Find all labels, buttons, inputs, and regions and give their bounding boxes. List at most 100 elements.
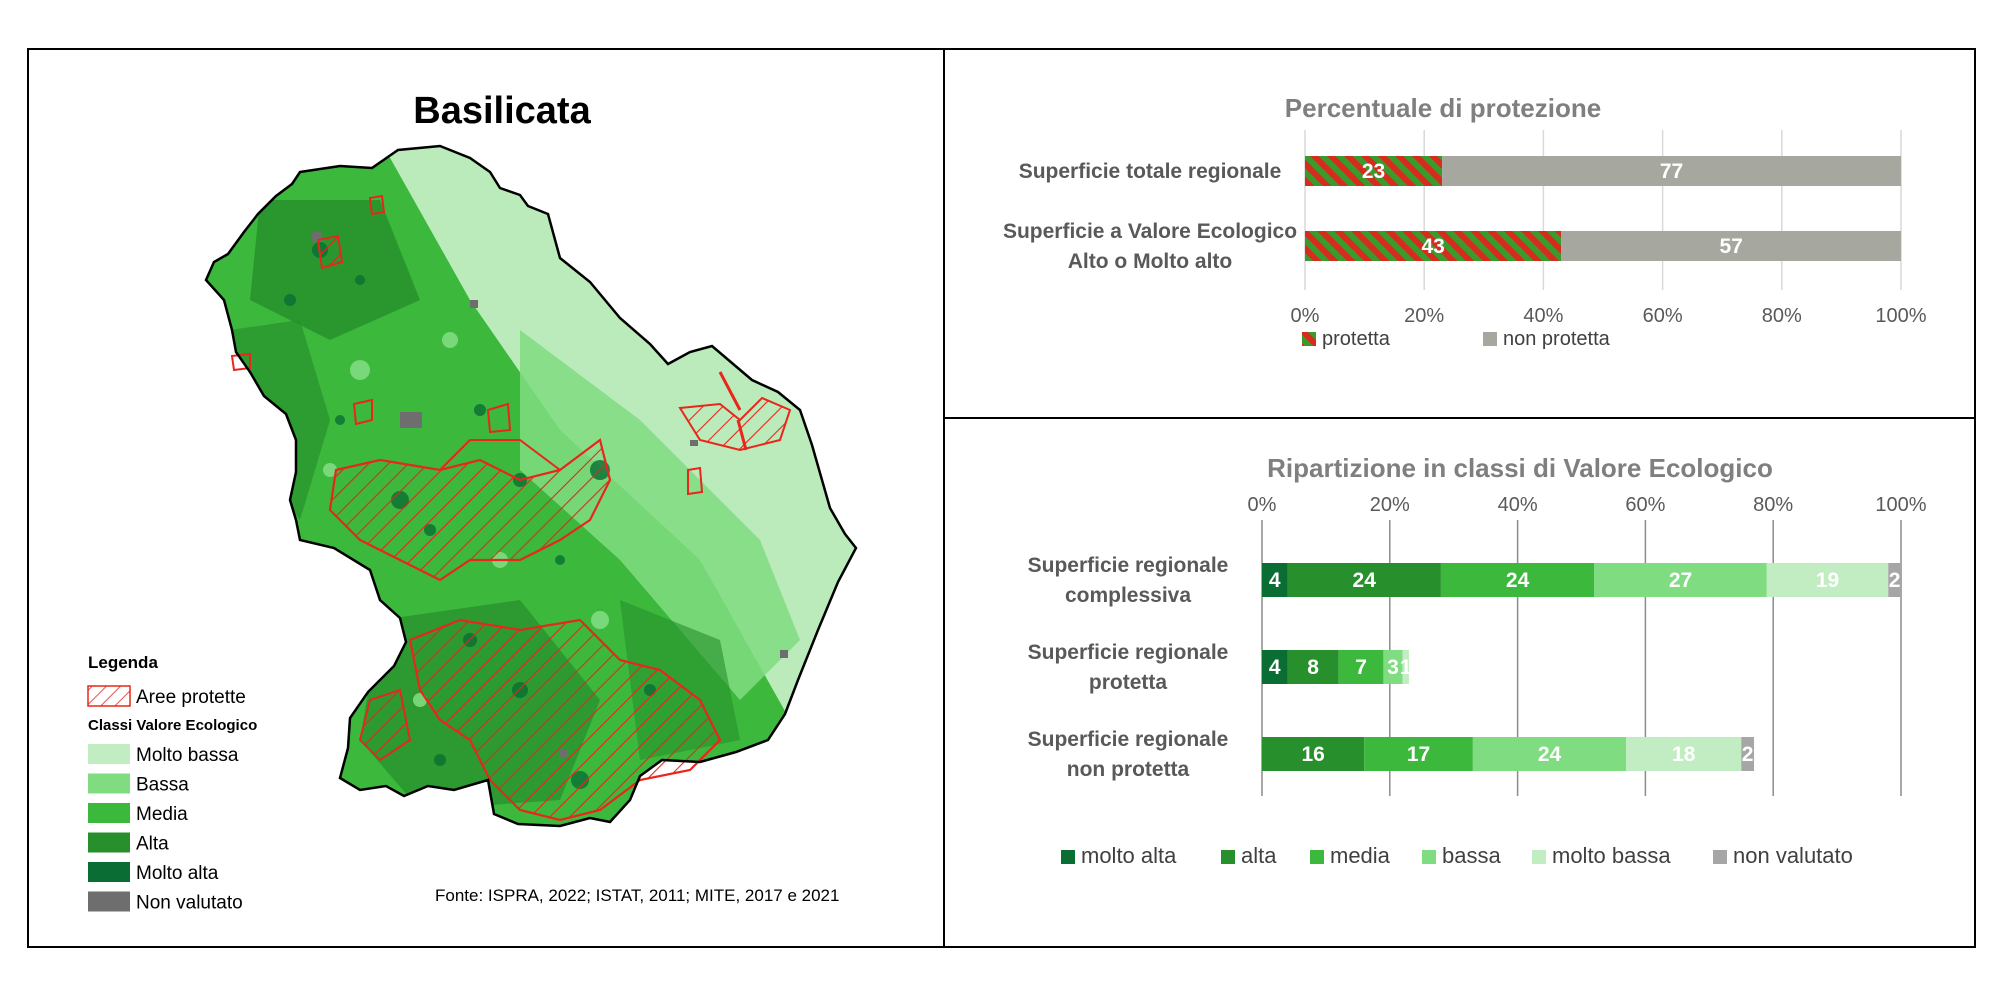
bar-non-valutato (1741, 737, 1755, 771)
legend-label-non-protetta: non protetta (1503, 328, 1611, 350)
data-label: 4 (1269, 569, 1281, 592)
legend-label-bassa: bassa (1442, 843, 1501, 868)
legend-label-alta: Alta (136, 834, 169, 855)
data-label: 17 (1407, 743, 1430, 766)
chart2-title: Ripartizione in classi di Valore Ecologi… (1267, 453, 1773, 483)
legend-swatch-protected (87, 685, 131, 707)
data-label: 18 (1672, 743, 1696, 766)
legend-label-molto-bassa: molto bassa (1552, 843, 1671, 868)
bar-molto-bassa (1766, 563, 1889, 597)
legend-swatch-alta (88, 832, 130, 853)
category-label: Superficie regionale protetta (1028, 641, 1229, 694)
panel-divider-horizontal (943, 417, 1976, 419)
legend-swatch-non-valutato (88, 891, 130, 912)
ecological-classes-chart: Ripartizione in classi di Valore Ecologi… (1028, 453, 1927, 868)
bar-molto-bassa (1626, 737, 1742, 771)
x-tick-label: 100% (1875, 494, 1926, 516)
bar-media (1440, 563, 1595, 597)
bar-bassa (1383, 650, 1403, 684)
data-label: 16 (1301, 743, 1324, 766)
category-label: Superficie totale regionale (1019, 160, 1282, 183)
region-boundary (204, 144, 858, 828)
bar-non-valutato (1888, 563, 1901, 597)
data-label: 24 (1506, 569, 1530, 592)
legend-swatch-media (1310, 850, 1324, 864)
x-tick-label: 60% (1625, 494, 1665, 516)
map-source: Fonte: ISPRA, 2022; ISTAT, 2011; MITE, 2… (435, 886, 839, 905)
data-label: 19 (1816, 569, 1839, 592)
data-label: 7 (1355, 656, 1367, 679)
chart1-title: Percentuale di protezione (1285, 93, 1601, 123)
legend-swatch-molto-alta (1061, 850, 1075, 864)
bar-alta (1287, 650, 1339, 684)
legend-label-alta: alta (1241, 843, 1277, 868)
legend-swatch-molto-bassa (88, 744, 130, 764)
bar-protetta (1305, 231, 1562, 261)
data-label: 1 (1400, 656, 1412, 679)
legend-classes-title: Classi Valore Ecologico (88, 717, 257, 734)
x-tick-label: 20% (1370, 494, 1410, 516)
legend-swatch-molto-alta (88, 862, 130, 882)
x-tick-label: 100% (1875, 305, 1926, 327)
data-label: 23 (1362, 160, 1385, 183)
legend-swatch-molto-bassa (1532, 850, 1546, 864)
data-label: 2 (1889, 569, 1901, 592)
map-panel: Basilicata (87, 90, 858, 914)
x-tick-label: 20% (1404, 305, 1444, 327)
x-tick-label: 60% (1643, 305, 1683, 327)
bar-media (1338, 650, 1384, 684)
map-legend: Legenda Aree protette Classi Valore Ecol… (87, 653, 257, 914)
legend-label-media: Media (136, 804, 188, 825)
data-label: 24 (1538, 743, 1562, 766)
legend-label-non-valutato: Non valutato (136, 893, 243, 914)
data-label: 24 (1353, 569, 1377, 592)
category-label: Superficie a Valore Ecologico Alto o Molt… (1003, 220, 1297, 273)
bar-bassa (1594, 563, 1767, 597)
legend-label-molto-bassa: Molto bassa (136, 745, 239, 766)
x-tick-label: 80% (1753, 494, 1793, 516)
data-label: 77 (1660, 160, 1683, 183)
category-label: Superficie regionale complessiva (1028, 554, 1229, 607)
figure-frame (27, 48, 1976, 948)
legend-swatch-non-protetta (1483, 332, 1497, 346)
data-label: 57 (1719, 235, 1742, 258)
legend-title: Legenda (88, 653, 158, 672)
bar-bassa (1472, 737, 1627, 771)
category-label: Superficie regionale non protetta (1028, 728, 1229, 781)
legend-swatch-bassa (88, 773, 130, 794)
legend-label-molto-alta: molto alta (1081, 843, 1177, 868)
legend-label-media: media (1330, 843, 1391, 868)
legend-swatch-protetta (1302, 332, 1316, 346)
legend-label-non-valutato: non valutato (1733, 843, 1853, 868)
legend-swatch-media (88, 803, 130, 823)
legend-swatch-non-valutato (1713, 850, 1727, 864)
x-tick-label: 0% (1248, 494, 1277, 516)
legend-label-bassa: Bassa (136, 775, 189, 796)
bar-molto-bassa (1402, 650, 1409, 684)
x-tick-label: 80% (1762, 305, 1802, 327)
x-tick-label: 0% (1291, 305, 1320, 327)
bar-protetta (1305, 156, 1443, 186)
bar-non-protetta (1561, 231, 1901, 261)
legend-label-protected: Aree protette (136, 687, 246, 708)
bar-alta (1262, 737, 1365, 771)
basilicata-map (204, 144, 858, 828)
bar-molto-alta (1262, 563, 1288, 597)
data-label: 3 (1387, 656, 1399, 679)
x-tick-label: 40% (1498, 494, 1538, 516)
data-label: 27 (1669, 569, 1692, 592)
panel-divider-vertical (943, 48, 945, 948)
legend-swatch-bassa (1422, 850, 1436, 864)
data-label: 2 (1742, 743, 1754, 766)
legend-swatch-alta (1221, 850, 1235, 864)
bar-non-protetta (1442, 156, 1901, 186)
protected-areas (230, 194, 792, 822)
legend-label-protetta: protetta (1322, 328, 1391, 350)
legend-label-molto-alta: Molto alta (136, 863, 219, 884)
x-tick-label: 40% (1523, 305, 1563, 327)
protection-chart: Percentuale di protezione 23 77 43 57 Super… (1003, 93, 1927, 350)
bar-media (1364, 737, 1473, 771)
data-label: 4 (1269, 656, 1281, 679)
bar-alta (1287, 563, 1441, 597)
data-label: 43 (1421, 235, 1444, 258)
